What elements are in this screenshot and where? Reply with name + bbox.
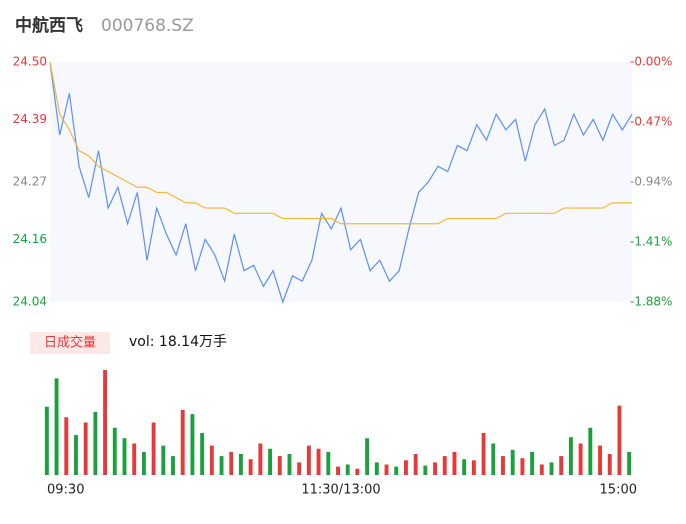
volume-bar bbox=[394, 466, 399, 475]
y-tick-label: 24.50 bbox=[13, 55, 47, 69]
volume-bar bbox=[423, 465, 428, 475]
volume-bar bbox=[627, 451, 632, 475]
stock-code: 000768.SZ bbox=[101, 16, 194, 36]
volume-bar bbox=[607, 454, 612, 475]
volume-bar bbox=[326, 451, 331, 475]
volume-bar bbox=[413, 454, 418, 475]
volume-bar bbox=[491, 443, 496, 475]
volume-bar bbox=[122, 438, 127, 475]
volume-bar bbox=[151, 422, 156, 475]
volume-bar bbox=[510, 449, 515, 475]
volume-bar bbox=[277, 456, 282, 475]
y2-tick-label: -1.41% bbox=[630, 235, 672, 249]
plot-area bbox=[50, 62, 632, 302]
volume-bar bbox=[64, 417, 69, 475]
volume-bar bbox=[54, 378, 59, 475]
volume-bar bbox=[530, 451, 535, 475]
volume-bar bbox=[374, 462, 379, 475]
volume-bar bbox=[74, 435, 78, 475]
volume-bar bbox=[384, 464, 389, 475]
volume-bar bbox=[559, 456, 564, 475]
volume-bar bbox=[209, 445, 214, 475]
volume-bar bbox=[539, 464, 544, 475]
y2-tick-label: -0.94% bbox=[630, 175, 672, 189]
volume-bar bbox=[471, 460, 476, 475]
x-tick-label: 15:00 bbox=[600, 483, 637, 498]
volume-bar bbox=[481, 433, 486, 475]
volume-bar bbox=[83, 422, 88, 475]
volume-bar bbox=[93, 412, 98, 475]
line-avg bbox=[49, 61, 632, 225]
volume-bar bbox=[200, 433, 205, 475]
volume-bar bbox=[578, 443, 583, 475]
volume-bar bbox=[598, 445, 602, 475]
volume-bar bbox=[306, 445, 311, 475]
y2-tick-label: -1.88% bbox=[630, 295, 672, 309]
volume-bar bbox=[287, 454, 292, 475]
volume-bar bbox=[355, 468, 360, 475]
volume-bar bbox=[229, 451, 234, 475]
volume-bar bbox=[433, 462, 437, 475]
volume-bar bbox=[171, 456, 175, 475]
volume-bar bbox=[219, 456, 224, 475]
volume-bar bbox=[336, 466, 340, 475]
y-tick-label: 24.39 bbox=[13, 112, 47, 126]
volume-bar bbox=[141, 451, 146, 475]
volume-bar bbox=[403, 460, 408, 475]
volume-bar bbox=[316, 448, 321, 475]
volume-tab bbox=[30, 332, 110, 354]
x-tick-label: 09:30 bbox=[47, 483, 84, 498]
volume-bar bbox=[44, 406, 49, 475]
y-tick-label: 24.04 bbox=[13, 295, 47, 309]
volume-bar bbox=[297, 462, 302, 475]
volume-bar bbox=[365, 438, 370, 475]
volume-bar bbox=[190, 414, 195, 475]
volume-bar bbox=[442, 456, 447, 475]
volume-bar bbox=[239, 454, 243, 475]
volume-annotation: vol: 18.14万手 bbox=[129, 334, 227, 350]
line-price bbox=[49, 61, 633, 304]
volume-title: 日成交量 bbox=[44, 335, 96, 351]
volume-bar bbox=[161, 445, 166, 475]
volume-bar bbox=[268, 448, 273, 475]
volume-bar bbox=[345, 464, 350, 475]
volume-bar bbox=[112, 427, 117, 475]
volume-bar bbox=[248, 459, 253, 475]
x-tick-label: 11:30/13:00 bbox=[301, 483, 380, 498]
volume-bar bbox=[258, 443, 263, 475]
y2-tick-label: -0.47% bbox=[630, 115, 672, 129]
y-tick-label: 24.27 bbox=[13, 175, 47, 189]
volume-bar bbox=[568, 437, 573, 475]
stock-name: 中航西飞 bbox=[15, 15, 83, 36]
volume-bar bbox=[462, 459, 467, 475]
y-tick-label: 24.16 bbox=[13, 232, 47, 246]
volume-bar bbox=[588, 427, 593, 475]
volume-bar bbox=[549, 462, 554, 475]
volume-bar bbox=[501, 456, 505, 475]
volume-bar bbox=[520, 458, 525, 475]
volume-bar bbox=[132, 443, 137, 475]
volume-bar bbox=[180, 409, 185, 475]
y2-tick-label: -0.00% bbox=[630, 55, 672, 69]
volume-bar bbox=[617, 405, 622, 475]
volume-bar bbox=[452, 451, 457, 475]
volume-bar bbox=[103, 370, 108, 475]
